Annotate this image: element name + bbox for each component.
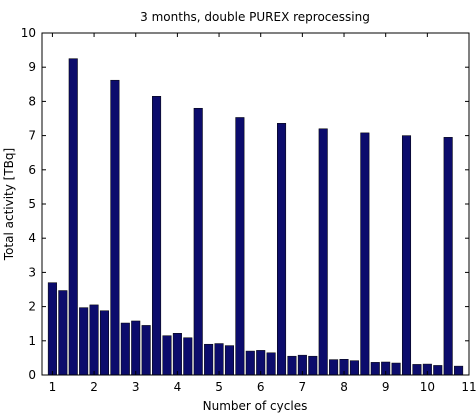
chart-title: 3 months, double PUREX reprocessing: [140, 10, 370, 24]
y-tick-label: 1: [28, 334, 36, 348]
bar: [370, 362, 380, 376]
bar: [152, 96, 162, 376]
bar: [172, 333, 182, 376]
bar: [120, 322, 130, 376]
bar: [277, 123, 287, 376]
bar: [318, 128, 328, 376]
bar: [433, 365, 443, 376]
bar: [245, 350, 255, 376]
bar: [193, 107, 203, 376]
y-tick-label: 6: [28, 163, 36, 177]
bar: [162, 335, 172, 376]
bar: [308, 355, 318, 376]
bar: [235, 117, 245, 376]
x-tick-label: 10: [420, 380, 435, 394]
bar: [329, 359, 339, 376]
bar: [224, 345, 234, 376]
x-axis-label: Number of cycles: [203, 399, 308, 413]
bar: [47, 282, 57, 376]
x-tick-label: 1: [49, 380, 57, 394]
bar: [68, 58, 78, 376]
x-tick-label: 4: [174, 380, 182, 394]
x-tick-label: 6: [257, 380, 265, 394]
y-tick-label: 7: [28, 129, 36, 143]
bar: [266, 352, 276, 376]
x-tick-label: 2: [90, 380, 98, 394]
bar: [412, 364, 422, 376]
bar: [131, 320, 141, 376]
y-tick-label: 10: [21, 26, 36, 40]
x-tick-label: 5: [215, 380, 223, 394]
bar: [204, 343, 214, 376]
x-tick-label: 11: [461, 380, 476, 394]
y-tick-label: 2: [28, 300, 36, 314]
x-tick-label: 8: [340, 380, 348, 394]
bar: [183, 337, 193, 376]
y-axis-label: Total activity [TBq]: [2, 148, 16, 261]
bar: [443, 137, 453, 376]
x-tick-label: 7: [299, 380, 307, 394]
bar: [401, 135, 412, 376]
x-tick-label: 3: [132, 380, 140, 394]
x-axis-ticks: 1 2 3 4 5 6 7 8 9 10 11: [49, 33, 476, 394]
bar: [454, 365, 464, 376]
x-tick-label: 9: [382, 380, 390, 394]
y-tick-label: 9: [28, 60, 36, 74]
bar: [287, 355, 297, 376]
bar: [391, 362, 401, 376]
bar: [110, 79, 120, 376]
y-axis-ticks: 0 1 2 3 4 5 6 7 8 9 10: [21, 26, 469, 382]
y-tick-label: 3: [28, 265, 36, 279]
bar: [141, 325, 151, 376]
y-tick-label: 8: [28, 94, 36, 108]
y-tick-label: 4: [28, 231, 36, 245]
bar: [214, 343, 224, 376]
y-tick-label: 5: [28, 197, 36, 211]
bar: [79, 307, 89, 376]
bar: [89, 304, 99, 376]
bar: [360, 132, 370, 376]
bar: [58, 290, 68, 376]
bar: [99, 310, 110, 376]
bars-group: [47, 58, 464, 376]
bar: [349, 360, 359, 376]
y-tick-label: 0: [28, 368, 36, 382]
